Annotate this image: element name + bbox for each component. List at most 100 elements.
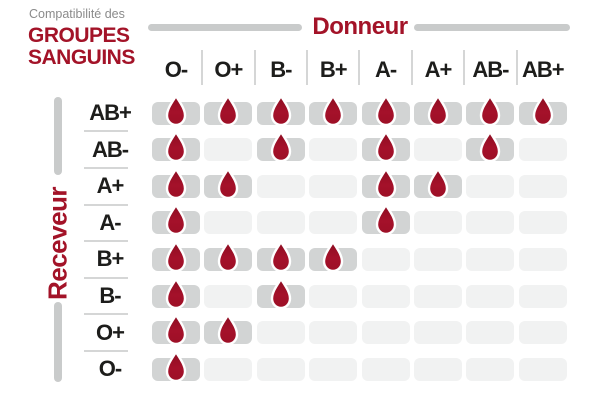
blood-drop-icon [165,240,187,273]
donor-header-o+: O+ [214,57,243,82]
matrix-cell-a+-from-b+ [309,174,358,198]
donor-header-divider [463,50,466,85]
matrix-cell-a--from-ab- [466,211,515,235]
receiver-header-b-: B- [99,283,121,308]
blood-drop-icon [270,277,291,309]
matrix-cell-o--from-o+ [204,357,253,381]
blood-drop-icon [165,204,187,236]
receiver-header-divider [84,313,128,316]
matrix-cell-b+-from-a+ [414,247,462,271]
donor-header-b-: B- [270,57,292,82]
blood-drop-icon [322,94,344,126]
matrix-cell-a+-from-ab+ [518,174,567,198]
blood-drop-icon [532,94,553,126]
matrix-cell-a--from-ab+ [518,211,567,235]
receiver-rule-bottom [54,302,62,382]
blood-drop-icon [218,313,239,346]
blood-drop-icon [270,130,291,163]
donor-header-divider [358,50,361,85]
matrix-cell-b--from-ab- [466,284,515,308]
donor-header-ab-: AB- [472,57,509,82]
donor-header-b+: B+ [319,57,348,82]
blood-drop-icon [165,130,187,163]
receiver-header-ab+: AB+ [89,100,132,125]
blood-drop-icon [375,204,396,236]
donor-header-a-: A- [374,57,397,82]
matrix-cell-o--from-a- [361,357,410,381]
receiver-header-divider [84,240,128,243]
matrix-cell-ab--from-a+ [414,138,462,162]
matrix-cell-a--from-o+ [204,211,253,235]
matrix-cell-b+-from-ab- [466,247,515,271]
matrix-cell-o--from-ab+ [518,357,567,381]
matrix-cell-o--from-b- [256,357,305,381]
receiver-header-a-: A- [99,209,121,235]
receiver-header-ab-: AB- [91,136,129,162]
matrix-cell-a--from-b+ [309,211,358,235]
matrix-cell-o+-from-ab- [466,321,515,345]
receiver-header-a+: A+ [96,173,125,199]
matrix-cell-b+-from-a- [361,247,410,271]
blood-drop-icon [375,94,396,126]
matrix-cell-a--from-b- [256,211,305,235]
matrix-cell-o+-from-a+ [414,321,462,345]
matrix-cell-b+-from-ab+ [518,247,567,271]
matrix-cell-o--from-b+ [309,357,358,381]
matrix-cell-o+-from-a- [361,321,410,345]
donor-header-ab+: AB+ [521,57,565,82]
matrix-cell-o--from-ab- [466,357,515,381]
blood-drop-icon [218,94,239,126]
blood-drop-icon [322,240,344,273]
blood-drop-icon [218,240,239,273]
receiver-header-divider [84,166,128,169]
receiver-header-o-: O- [98,356,122,382]
donor-header-divider [253,50,256,85]
blood-drop-icon [270,240,291,273]
title-line-1: GROUPES [28,24,130,47]
donor-header-divider [515,50,518,85]
donor-header-o-: O- [164,57,188,82]
matrix-cell-ab--from-o+ [204,138,253,162]
title-line-2: SANGUINS [28,46,135,69]
donor-rule-left [148,24,302,31]
blood-drop-icon [218,167,239,199]
receiver-axis-label: Receveur [42,186,73,301]
donor-header-divider [306,50,308,85]
donor-rule-right [414,24,570,31]
receiver-header-divider [84,130,128,133]
matrix-cell-ab--from-b+ [309,138,358,162]
blood-drop-icon [165,277,187,309]
receiver-header-divider [84,203,128,206]
receiver-header-divider [84,349,128,352]
matrix-cell-a--from-a+ [414,211,462,235]
matrix-cell-o+-from-b- [256,321,305,345]
donor-header-a+: A+ [424,57,453,82]
blood-drop-icon [375,167,396,199]
blood-drop-icon [480,130,501,163]
matrix-cell-b--from-a+ [414,284,462,308]
receiver-header-o+: O+ [96,319,125,345]
blood-drop-icon [480,94,501,126]
blood-drop-icon [375,130,396,163]
matrix-cell-o+-from-b+ [309,321,358,345]
donor-header-divider [201,50,204,85]
matrix-cell-b--from-o+ [204,284,253,308]
blood-drop-icon [165,167,187,199]
blood-drop-icon [427,167,449,199]
matrix-cell-o+-from-ab+ [518,321,567,345]
matrix-cell-b--from-ab+ [518,284,567,308]
blood-drop-icon [270,94,291,126]
blood-drop-icon [165,350,187,382]
matrix-cell-b--from-a- [361,284,410,308]
matrix-cell-b--from-b+ [309,284,358,308]
matrix-cell-a+-from-ab- [466,174,515,198]
donor-header-divider [410,50,413,85]
donor-axis-label: Donneur [312,13,408,40]
title-eyebrow: Compatibilité des [29,7,125,21]
blood-drop-icon [165,313,187,346]
receiver-header-divider [84,276,128,279]
matrix-cell-a+-from-b- [256,174,305,198]
receiver-rule-top [54,97,62,175]
blood-drop-icon [165,94,187,126]
